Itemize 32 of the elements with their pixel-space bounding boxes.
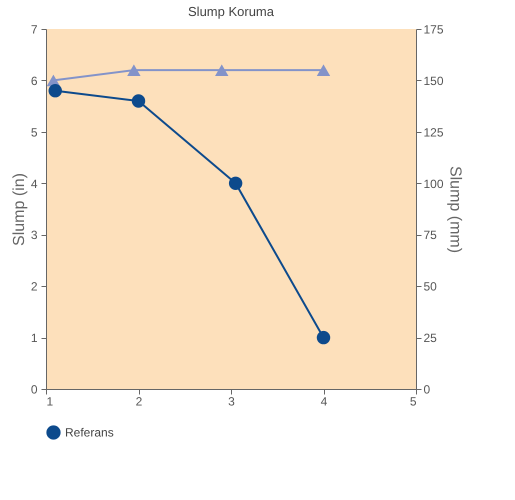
y-axis-title: Slump (in) bbox=[10, 173, 28, 246]
y-tick-label: 3 bbox=[30, 228, 38, 242]
point bbox=[228, 176, 242, 190]
x-tick-label: 2 bbox=[136, 394, 143, 408]
y-tick-label: 7 bbox=[30, 22, 38, 36]
y-tick-label: 2 bbox=[30, 280, 38, 294]
y2-tick-label: 125 bbox=[424, 125, 444, 140]
y-tick-label: 6 bbox=[30, 74, 38, 88]
y2-tick-label: 75 bbox=[424, 228, 438, 242]
y-tick-label: 0 bbox=[30, 382, 38, 396]
y2-tick-label: 175 bbox=[424, 22, 444, 36]
point bbox=[48, 84, 62, 98]
y2-tick-label: 0 bbox=[424, 382, 430, 396]
y2-axis-title: Slump (mm) bbox=[446, 166, 464, 254]
point bbox=[215, 64, 228, 76]
y2-tick-label: 50 bbox=[424, 280, 438, 294]
y-tick-label: 1 bbox=[30, 331, 38, 346]
chart-title: Slump Koruma bbox=[188, 4, 275, 19]
point bbox=[127, 64, 141, 76]
y-tick-label: 5 bbox=[30, 125, 38, 140]
legend-label: Referans bbox=[65, 426, 114, 440]
point bbox=[132, 94, 146, 108]
x-tick-label: 3 bbox=[228, 394, 236, 408]
x-tick-label: 1 bbox=[46, 394, 54, 408]
y2-tick-label: 100 bbox=[424, 176, 444, 191]
y2-tick-label: 25 bbox=[424, 331, 438, 346]
y-tick-label: 4 bbox=[30, 176, 38, 191]
point bbox=[316, 330, 330, 344]
x-tick-label: 5 bbox=[410, 394, 417, 408]
y2-tick-label: 150 bbox=[424, 74, 444, 88]
x-tick-label: 4 bbox=[320, 394, 328, 408]
point bbox=[316, 64, 330, 76]
